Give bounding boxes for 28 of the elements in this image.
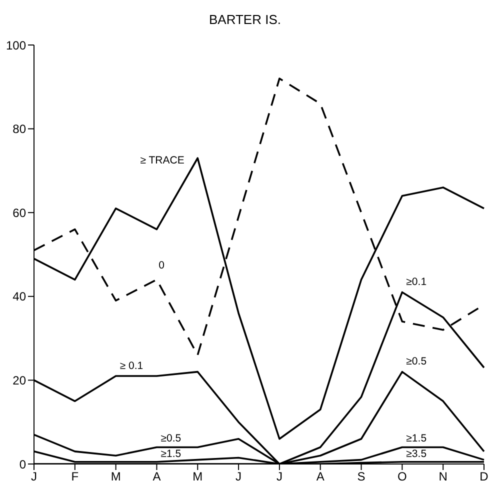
annotation: ≥0.1 <box>406 276 427 288</box>
x-tick-label: J <box>276 470 282 484</box>
annotation: ≥ 0.1 <box>120 360 144 372</box>
y-tick-label: 100 <box>6 38 26 52</box>
x-tick-label: A <box>152 470 161 484</box>
x-tick-label: S <box>357 470 366 484</box>
x-tick-label: M <box>192 470 203 484</box>
annotation: ≥3.5 <box>406 448 427 460</box>
annotation: ≥0.5 <box>160 432 182 445</box>
annotation: ≥1.5 <box>160 448 182 460</box>
chart-title: BARTER IS. <box>208 12 282 27</box>
x-tick-label: D <box>480 470 489 484</box>
x-tick-label: M <box>110 470 121 484</box>
x-tick-label: F <box>71 470 79 484</box>
y-tick-label: 0 <box>19 457 26 472</box>
x-tick-label: J <box>31 470 37 484</box>
y-tick-label: 60 <box>12 206 26 220</box>
y-tick-label: 80 <box>12 122 26 136</box>
y-tick-label: 20 <box>12 373 26 388</box>
annotation: ≥ TRACE <box>140 154 184 167</box>
annotation: ≥0.5 <box>406 356 427 368</box>
x-tick-label: A <box>316 470 324 484</box>
x-tick-label: O <box>398 470 407 484</box>
x-tick-label: J <box>236 470 242 484</box>
x-tick-label: N <box>438 470 448 484</box>
annotation: ≥1.5 <box>406 432 427 445</box>
y-tick-label: 40 <box>12 290 26 304</box>
annotation: 0 <box>158 259 165 272</box>
